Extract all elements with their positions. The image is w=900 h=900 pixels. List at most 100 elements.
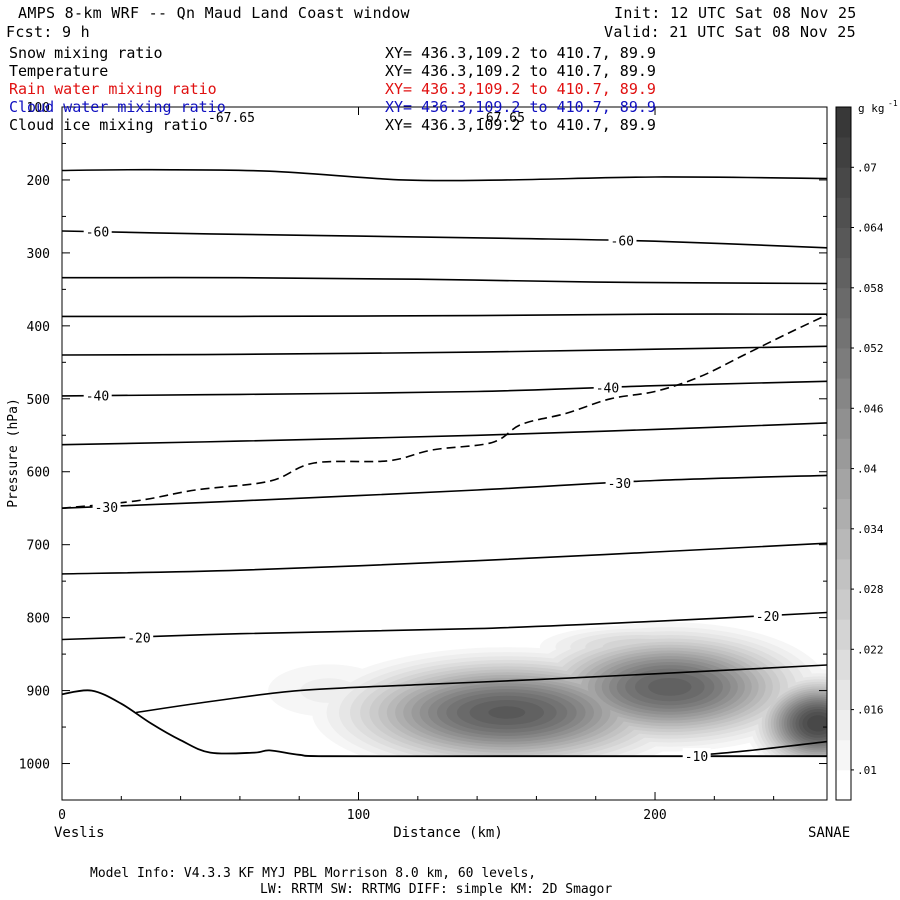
- colorbar-tick-label: .046: [857, 402, 884, 415]
- contour-labels: -60 -60 -40 -40 -30 -30 -20 -20 -10 -67.65 -67.65: [83, 111, 782, 765]
- temperature-contour: [62, 345, 827, 356]
- contour-label: -40: [86, 390, 109, 405]
- top-contour-label: -67.65: [478, 111, 525, 126]
- colorbar-cell: [836, 317, 851, 349]
- colorbar-tick-label: .052: [857, 342, 884, 355]
- colorbar-cell: [836, 287, 851, 319]
- axes: 100 200 300 400 500 600 700 800 900 1000 0 100 200 Di…: [6, 101, 850, 841]
- y-tick-label: 900: [27, 685, 50, 700]
- shade-cell: [488, 706, 526, 719]
- x-tick-label: 100: [347, 808, 370, 823]
- colorbar-cell: [836, 709, 851, 741]
- valid-time: Valid: 21 UTC Sat 08 Nov 25: [604, 23, 856, 41]
- colorbar-cell: [836, 468, 851, 500]
- colorbar-cell: [836, 408, 851, 439]
- colorbar-frame: [835, 106, 852, 801]
- colorbar-cell: [836, 378, 851, 409]
- colorbar-cell: [836, 528, 851, 560]
- field-name: Cloud water mixing ratio: [9, 98, 226, 116]
- y-axis-label: Pressure (hPa): [6, 398, 21, 508]
- colorbar-cell: [836, 257, 851, 289]
- colorbar-tick-label: .028: [857, 583, 884, 596]
- colorbar-unit-exponent: -1: [888, 99, 898, 108]
- x-axis-label: Distance (km): [393, 825, 503, 841]
- y-tick-label: 100: [27, 101, 50, 116]
- colorbar-tick-label: .058: [857, 282, 884, 295]
- contour-label-bg: [605, 475, 634, 490]
- y-tick-label: 500: [27, 393, 50, 408]
- y-tick-label: 600: [27, 466, 50, 481]
- field-name: Temperature: [9, 62, 109, 80]
- field-name: Snow mixing ratio: [9, 44, 163, 62]
- contour-label-bg: [753, 608, 782, 624]
- contour-label: -30: [95, 501, 118, 516]
- colorbar-cell: [836, 167, 851, 198]
- temperature-contours: [62, 168, 827, 757]
- colorbar-cell: [836, 769, 851, 801]
- shade-cell: [807, 715, 827, 732]
- model-physics: LW: RRTM SW: RRTMG DIFF: simple KM: 2D S…: [260, 882, 613, 897]
- field-xy: XY= 436.3,109.2 to 410.7, 89.9: [385, 44, 656, 62]
- field-name: Rain water mixing ratio: [9, 80, 217, 98]
- field-xy: XY= 436.3,109.2 to 410.7, 89.9: [385, 98, 656, 116]
- colorbar-tick-label: .016: [857, 704, 884, 717]
- contour-label: -20: [127, 631, 150, 646]
- y-tick-label: 300: [27, 247, 50, 262]
- plot-frame: [61, 106, 828, 801]
- chart-title: AMPS 8-km WRF -- Qn Maud Land Coast wind…: [18, 4, 410, 22]
- colorbar-tick-label: .034: [857, 523, 884, 536]
- temperature-contour: [135, 664, 827, 714]
- terrain-line: [62, 689, 827, 758]
- colorbar-cell: [836, 348, 851, 379]
- y-tick-label: 200: [27, 174, 50, 189]
- colorbar-cell: [836, 137, 851, 168]
- contour-label: -30: [608, 477, 631, 492]
- field-xy: XY= 436.3,109.2 to 410.7, 89.9: [385, 80, 656, 98]
- field-xy: XY= 436.3,109.2 to 410.7, 89.9: [385, 62, 656, 80]
- field-name: Cloud ice mixing ratio: [9, 116, 208, 134]
- dashed-contour: [62, 314, 827, 509]
- contour-label-bg: [83, 387, 112, 403]
- colorbar-cell: [836, 739, 851, 771]
- temperature-contour: [62, 168, 827, 182]
- top-contour-label: -67.65: [208, 111, 255, 126]
- contour-label: -40: [596, 382, 619, 397]
- colorbar-tick-label: .07: [857, 161, 877, 174]
- x-endpoint-left: Veslis: [54, 825, 105, 841]
- field-xy: XY= 436.3,109.2 to 410.7, 89.9: [385, 116, 656, 134]
- contour-label: -60: [611, 234, 634, 249]
- colorbar-cell: [836, 679, 851, 711]
- contour-label-bg: [92, 498, 121, 514]
- shade-cell: [300, 678, 358, 703]
- x-tick-label: 0: [58, 808, 66, 823]
- temperature-contour: [62, 380, 827, 397]
- colorbar-cell: [836, 498, 851, 530]
- contour-label: -60: [86, 226, 109, 241]
- init-time: Init: 12 UTC Sat 08 Nov 25: [614, 4, 857, 22]
- forecast-hour: Fcst: 9 h: [6, 23, 90, 41]
- colorbar-unit: g kg: [858, 102, 885, 115]
- temperature-contour: [62, 422, 827, 446]
- shade-cell: [648, 678, 692, 696]
- y-tick-label: 400: [27, 320, 50, 335]
- temperature-contour: [62, 542, 827, 575]
- temperature-contour: [62, 474, 827, 509]
- contour-label-bg: [83, 223, 112, 239]
- temperature-contour: [62, 611, 827, 641]
- shade-band: [807, 715, 827, 732]
- temperature-contour: [62, 230, 827, 249]
- x-tick-label: 200: [643, 808, 666, 823]
- colorbar-cell: [836, 107, 851, 138]
- colorbar-tick-label: .04: [857, 463, 877, 476]
- colorbar-cell: [836, 589, 851, 620]
- temperature-contour: [62, 276, 827, 285]
- contour-label-bg: [608, 232, 637, 248]
- contour-label-bg: [125, 629, 154, 645]
- colorbar-tick-label: .064: [857, 222, 884, 235]
- colorbar-cell: [836, 649, 851, 680]
- x-endpoint-right: SANAE: [808, 825, 850, 841]
- colorbar: .01 .016 .022 .028 .034 .04 .046 .052 .058 .064 .0…: [835, 99, 898, 801]
- contour-label-bg: [682, 748, 711, 764]
- colorbar-tick-label: .022: [857, 643, 884, 656]
